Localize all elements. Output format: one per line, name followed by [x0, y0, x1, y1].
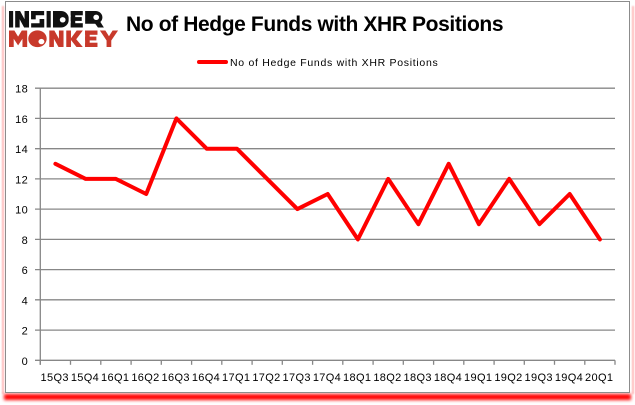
svg-text:19Q4: 19Q4: [555, 372, 583, 384]
svg-text:16Q3: 16Q3: [162, 372, 190, 384]
svg-text:17Q2: 17Q2: [252, 372, 280, 384]
svg-text:16Q1: 16Q1: [101, 372, 129, 384]
svg-text:2: 2: [22, 326, 28, 338]
svg-text:18Q4: 18Q4: [434, 372, 462, 384]
svg-text:10: 10: [15, 205, 28, 217]
svg-text:20Q1: 20Q1: [585, 372, 613, 384]
svg-text:19Q1: 19Q1: [464, 372, 492, 384]
svg-text:4: 4: [22, 295, 28, 307]
svg-text:18Q1: 18Q1: [343, 372, 371, 384]
svg-text:8: 8: [22, 235, 28, 247]
svg-text:19Q2: 19Q2: [494, 372, 522, 384]
svg-text:15Q4: 15Q4: [71, 372, 99, 384]
svg-text:14: 14: [15, 144, 28, 156]
svg-text:17Q4: 17Q4: [313, 372, 341, 384]
svg-text:17Q1: 17Q1: [222, 372, 250, 384]
svg-text:16Q2: 16Q2: [131, 372, 159, 384]
svg-text:17Q3: 17Q3: [283, 372, 311, 384]
svg-text:18Q3: 18Q3: [404, 372, 432, 384]
svg-text:0: 0: [22, 356, 28, 368]
svg-text:18: 18: [15, 84, 28, 96]
svg-text:6: 6: [22, 265, 28, 277]
svg-text:16Q4: 16Q4: [192, 372, 220, 384]
svg-text:16: 16: [15, 114, 28, 126]
svg-text:12: 12: [15, 174, 28, 186]
svg-text:19Q3: 19Q3: [525, 372, 553, 384]
svg-text:15Q3: 15Q3: [41, 372, 69, 384]
svg-text:18Q2: 18Q2: [373, 372, 401, 384]
